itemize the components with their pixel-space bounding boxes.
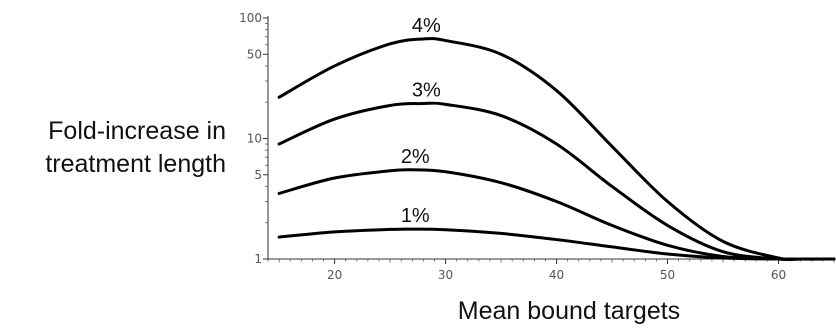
x-tick-label: 40 [549, 268, 564, 282]
y-ticks: 1 5 10 50 100 [239, 11, 268, 266]
y-axis-title-line-1: Fold-increase in [48, 117, 226, 145]
y-tick-label: 5 [254, 168, 262, 182]
x-tick-label: 50 [660, 268, 675, 282]
x-tick-label: 60 [771, 268, 786, 282]
series-label: 4% [412, 15, 441, 37]
series-line-2 [277, 168, 836, 261]
series-lines [277, 37, 836, 262]
series-label: 1% [401, 205, 430, 227]
series-line-1 [277, 227, 836, 261]
series-label: 2% [401, 146, 430, 168]
series-line-3 [277, 101, 836, 262]
x-axis-title: Mean bound targets [458, 297, 680, 325]
axes [267, 16, 834, 260]
y-tick-label: 50 [247, 47, 262, 61]
y-tick-label: 100 [239, 11, 262, 25]
x-ticks: 20 30 40 50 60 [267, 259, 835, 282]
series-label: 3% [412, 80, 441, 102]
y-tick-label: 1 [254, 252, 262, 266]
x-tick-label: 30 [438, 268, 453, 282]
y-tick-label: 10 [247, 132, 262, 146]
y-axis-title-line-2: treatment length [45, 150, 226, 178]
series-labels: 1% 2% 3% 4% [401, 15, 441, 227]
series-line-4 [277, 37, 836, 262]
x-tick-label: 20 [327, 268, 342, 282]
